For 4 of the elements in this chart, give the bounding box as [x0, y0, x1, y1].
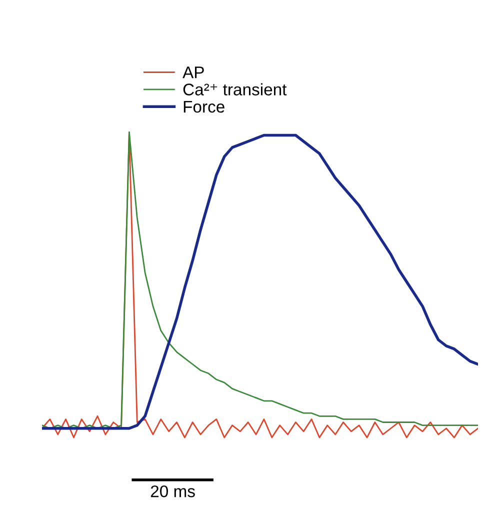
legend-label: Ca²⁺ transient: [183, 83, 287, 96]
legend-label: AP: [182, 66, 204, 78]
legend-label: Force: [184, 101, 224, 113]
text: 20 ms: [150, 485, 195, 498]
